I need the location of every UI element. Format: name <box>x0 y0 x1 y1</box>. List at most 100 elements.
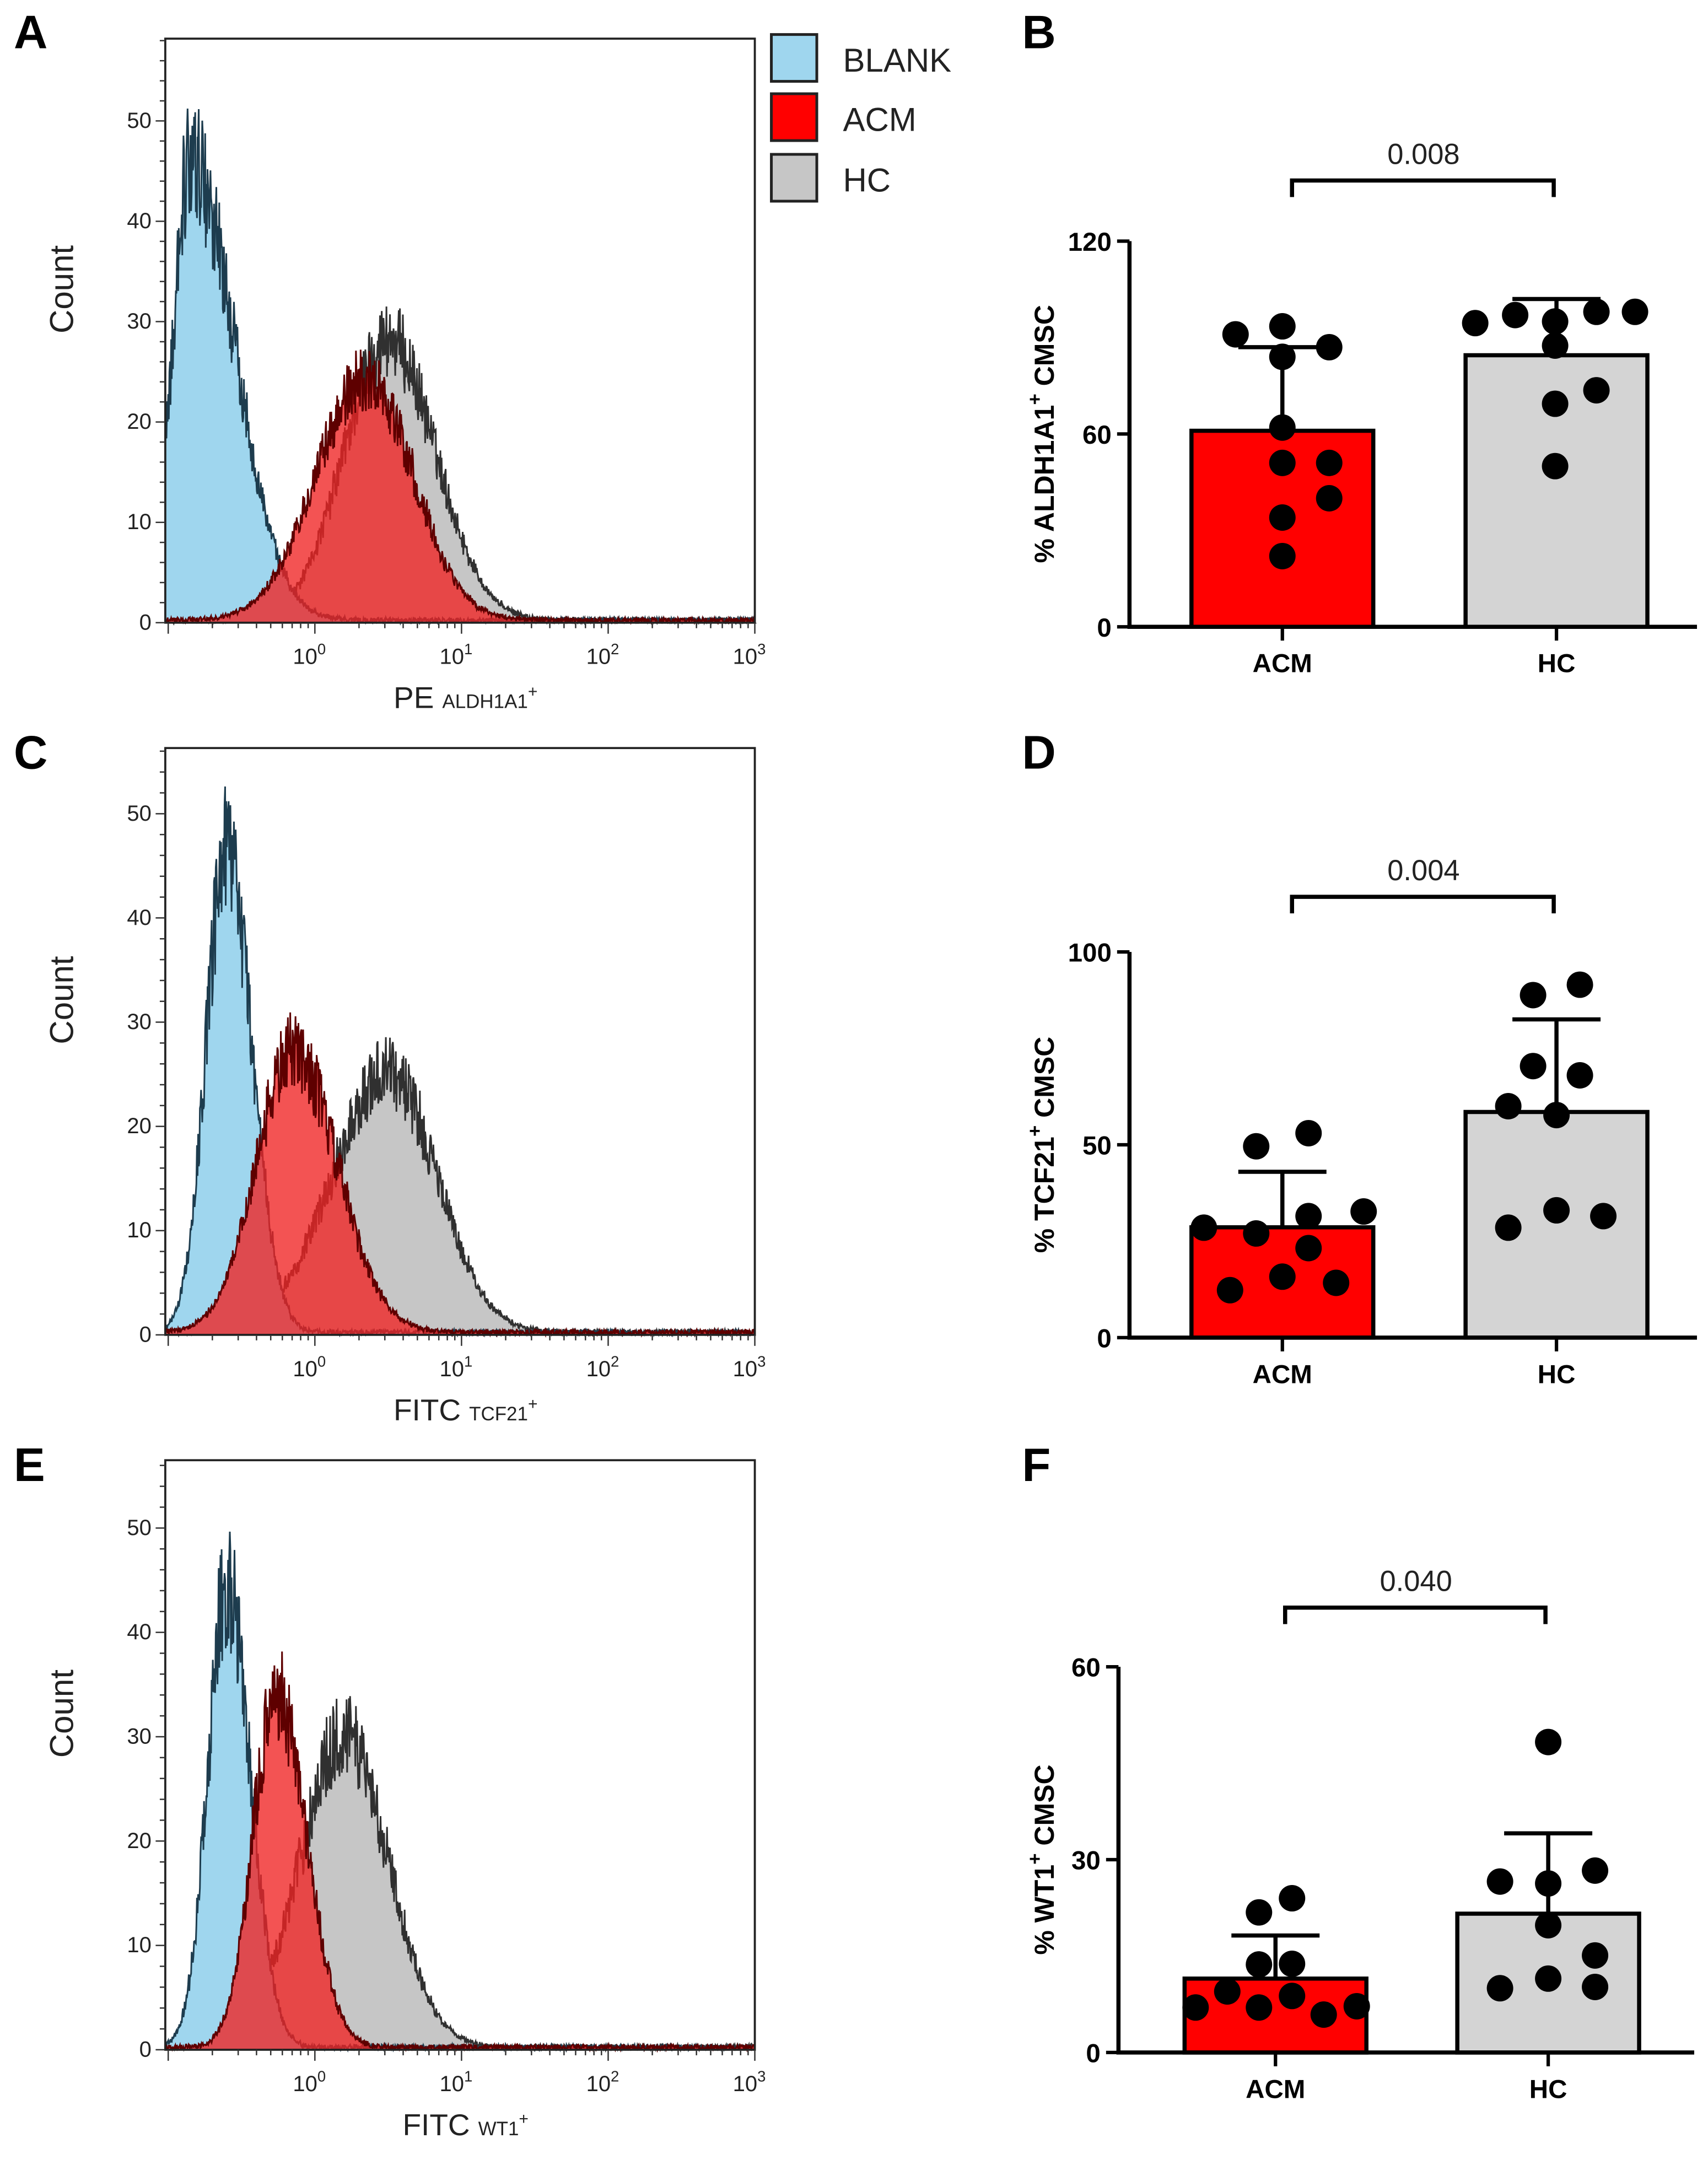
data-point-hc <box>1502 301 1529 328</box>
data-point-hc <box>1583 377 1610 404</box>
y-tick-label: 0 <box>139 610 152 634</box>
data-point-acm <box>1269 343 1296 370</box>
bar-acm <box>1182 1976 1368 2055</box>
p-value-label: 0.008 <box>1387 138 1459 171</box>
data-point-acm <box>1269 1263 1296 1290</box>
category-label-acm: ACM <box>1253 649 1312 678</box>
panel-label-e: E <box>14 1439 45 1491</box>
data-point-acm <box>1190 1214 1217 1241</box>
x-tick-exponent: 0 <box>317 640 326 658</box>
legend-swatch-hc <box>770 153 818 203</box>
y-tick-label: 50 <box>1082 1131 1112 1160</box>
x-tick-exponent: 2 <box>611 1353 619 1370</box>
data-point-hc <box>1520 1053 1547 1080</box>
y-tick-label: 120 <box>1068 228 1112 257</box>
x-tick-label: 101 <box>440 1353 473 1381</box>
data-point-hc <box>1535 1965 1562 1992</box>
histogram-series-acm <box>164 1012 756 1338</box>
data-point-hc <box>1495 1214 1522 1241</box>
x-axis-label-sub: ALDH1A1 <box>442 691 528 713</box>
y-tick-label: 10 <box>127 510 151 534</box>
data-point-hc <box>1542 390 1569 417</box>
x-tick-exponent: 2 <box>611 2067 619 2085</box>
data-point-acm <box>1316 485 1343 512</box>
y-axis-label-main: % ALDH1A1 <box>1029 405 1060 563</box>
y-tick-label: 0 <box>139 1322 152 1347</box>
data-point-acm <box>1269 414 1296 441</box>
bar-hc <box>1463 1110 1650 1340</box>
x-axis-label-sup: + <box>528 683 538 701</box>
data-point-acm <box>1216 1277 1243 1304</box>
data-point-acm <box>1243 1133 1270 1160</box>
data-point-acm <box>1295 1235 1322 1262</box>
y-axis-label-main: % TCF21 <box>1029 1137 1060 1253</box>
panel-label-c: C <box>14 727 47 779</box>
data-point-acm <box>1279 1983 1306 2010</box>
y-axis-label-sup: + <box>1024 1853 1046 1864</box>
y-tick-label: 50 <box>127 801 151 826</box>
y-tick-label: 0 <box>1097 613 1111 643</box>
plot-frame <box>164 37 756 624</box>
y-tick-label: 40 <box>127 209 151 233</box>
category-label-acm: ACM <box>1253 1360 1312 1389</box>
x-tick-base: 10 <box>586 2072 611 2096</box>
x-tick-label: 101 <box>440 2067 473 2096</box>
y-tick-label: 30 <box>127 1724 151 1748</box>
y-axis-label-main: % WT1 <box>1029 1865 1060 1955</box>
y-tick-label: 10 <box>127 1933 151 1957</box>
data-point-hc <box>1486 1868 1513 1895</box>
data-point-acm <box>1269 504 1296 531</box>
x-tick-exponent: 3 <box>757 640 766 658</box>
data-point-acm <box>1214 1978 1241 2005</box>
significance-bracket <box>1290 178 1556 197</box>
data-point-acm <box>1295 1203 1322 1230</box>
x-tick-base: 10 <box>586 1357 611 1381</box>
x-tick-exponent: 2 <box>611 640 619 658</box>
x-tick-base: 10 <box>293 2072 317 2096</box>
x-tick-base: 10 <box>733 1357 757 1381</box>
y-axis-label-sup: + <box>1024 1125 1046 1137</box>
x-tick-exponent: 1 <box>464 1353 472 1370</box>
data-point-hc <box>1621 298 1648 325</box>
y-tick-label: 20 <box>127 1114 151 1138</box>
data-point-acm <box>1316 333 1343 360</box>
data-point-hc <box>1582 1973 1609 2000</box>
y-tick-label: 30 <box>1071 1846 1101 1876</box>
x-tick-exponent: 0 <box>317 2067 326 2085</box>
x-tick-label: 103 <box>733 640 766 669</box>
data-point-hc <box>1566 971 1593 998</box>
data-point-hc <box>1486 1975 1513 2002</box>
y-tick-label: 40 <box>127 1620 151 1644</box>
category-label-hc: HC <box>1538 1360 1576 1389</box>
x-tick-label: 100 <box>293 2067 326 2096</box>
significance-bracket <box>1290 895 1556 914</box>
data-point-hc <box>1590 1203 1617 1230</box>
x-tick-label: 100 <box>293 1353 326 1381</box>
x-tick-label: 102 <box>586 2067 619 2096</box>
panel-label-f: F <box>1022 1439 1050 1491</box>
data-point-acm <box>1269 542 1296 569</box>
data-point-hc <box>1462 310 1489 337</box>
data-point-acm <box>1343 1992 1370 2019</box>
plot-frame <box>164 1459 756 2051</box>
x-tick-label: 101 <box>440 640 473 669</box>
data-point-hc <box>1543 1102 1570 1129</box>
x-axis-label-sup: + <box>519 2110 529 2128</box>
y-tick-label: 20 <box>127 410 151 434</box>
data-point-hc <box>1542 308 1569 335</box>
y-tick-label: 0 <box>139 2037 152 2061</box>
x-axis-label: FITC WT1+ <box>402 2108 528 2142</box>
panel-label-b: B <box>1022 7 1055 59</box>
panel-label-a: A <box>14 7 47 59</box>
data-point-acm <box>1269 313 1296 340</box>
data-point-acm <box>1295 1119 1322 1146</box>
p-value-label: 0.004 <box>1387 854 1459 887</box>
y-tick-label: 0 <box>1097 1324 1111 1353</box>
x-axis-label-main: PE <box>394 681 434 715</box>
data-point-hc <box>1495 1092 1522 1119</box>
x-tick-exponent: 1 <box>464 640 472 658</box>
y-tick-label: 0 <box>1086 2039 1100 2068</box>
x-axis-label-sub: TCF21 <box>469 1403 528 1425</box>
